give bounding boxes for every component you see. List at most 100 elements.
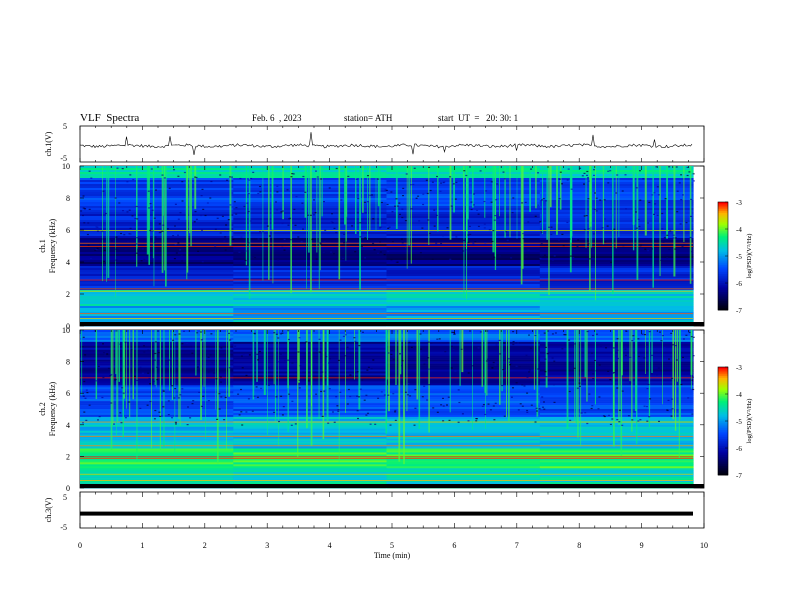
- spectrogram-band: [539, 320, 694, 323]
- sferic: [358, 330, 361, 410]
- sferic: [521, 166, 524, 269]
- spectrogram-noise: [369, 194, 372, 196]
- spectrogram-band: [233, 304, 388, 307]
- spectrogram-band: [386, 246, 541, 249]
- spectrogram-band: [386, 407, 541, 410]
- spectrogram-noise: [83, 411, 86, 413]
- sferic: [577, 330, 579, 438]
- spectrogram-noise: [485, 360, 488, 362]
- spectrogram-noise: [428, 384, 431, 386]
- spectrogram-noise: [343, 233, 346, 235]
- spectrogram-noise: [493, 419, 496, 421]
- spectrogram-noise: [561, 343, 564, 345]
- spectrogram-noise: [568, 390, 571, 393]
- spectrogram-noise: [438, 338, 441, 340]
- spectrogram-noise: [359, 236, 362, 238]
- spectrogram-noise: [224, 396, 227, 399]
- spectrogram-noise: [399, 353, 401, 355]
- spectrogram-noise: [211, 362, 214, 364]
- spectrogram-noise: [177, 234, 179, 236]
- spectrogram-noise: [421, 227, 424, 229]
- spectrogram-noise: [605, 347, 607, 349]
- sferic: [449, 330, 451, 413]
- spectrogram-band: [233, 308, 388, 311]
- spectrogram-noise: [667, 399, 670, 401]
- spectrogram-band: [80, 236, 234, 239]
- spectrogram-noise: [436, 411, 439, 413]
- colorbar-swatch: [718, 424, 728, 427]
- spectrogram-noise: [233, 201, 236, 203]
- spectrogram-noise: [276, 185, 279, 187]
- spectrogram-noise: [578, 250, 581, 252]
- spectrogram-noise: [515, 382, 518, 384]
- spectrogram-noise: [121, 168, 124, 170]
- spectrogram-band: [80, 462, 234, 465]
- spectrogram-noise: [195, 218, 198, 220]
- spectrogram-noise: [129, 174, 132, 176]
- spectrogram-noise: [572, 256, 575, 259]
- spectrogram-band: [539, 296, 694, 299]
- spectrogram-noise: [297, 351, 300, 353]
- sferic: [635, 330, 637, 411]
- spectrogram-band: [539, 228, 694, 231]
- sferic: [316, 166, 318, 253]
- spectrogram-noise: [231, 381, 234, 383]
- spectrogram-noise: [668, 166, 671, 168]
- spectrogram-noise: [333, 227, 336, 229]
- spectrogram-noise: [422, 203, 425, 206]
- spectrogram-noise: [209, 354, 212, 356]
- spectrogram-band: [233, 393, 388, 396]
- spectrogram-band: [386, 286, 541, 289]
- sferic: [155, 330, 157, 388]
- spectrogram-band: [80, 292, 234, 295]
- spectrogram-noise: [656, 214, 659, 216]
- colorbar-swatch: [718, 431, 728, 434]
- spectrogram-band: [386, 238, 541, 241]
- spectrogram-noise: [526, 411, 529, 413]
- spectrogram-band: [80, 375, 234, 378]
- spectrogram-band: [233, 409, 388, 412]
- spectrogram-noise: [223, 419, 226, 421]
- spectrogram-noise: [201, 188, 204, 190]
- spectrogram-band: [233, 385, 388, 388]
- spectrogram-noise: [542, 198, 545, 200]
- spectrogram-noise: [119, 343, 122, 345]
- spectrogram-band: [539, 472, 694, 475]
- spectrogram-band: [80, 248, 234, 251]
- spectrogram-noise: [183, 171, 186, 174]
- spectrogram-noise: [221, 215, 224, 217]
- spectrogram-noise: [688, 171, 691, 173]
- spectrogram-noise: [513, 342, 516, 344]
- spectrogram-noise: [669, 230, 672, 232]
- sferic: [585, 166, 587, 248]
- spectrogram-noise: [316, 176, 319, 178]
- spectrogram-noise: [82, 214, 84, 217]
- spectrogram-band: [539, 206, 694, 209]
- spectrogram-band: [539, 238, 694, 241]
- spectrogram-band: [233, 347, 388, 351]
- spectrogram-noise: [550, 233, 553, 236]
- colorbar-swatch: [718, 203, 728, 206]
- ch3-waveform-ylabel: ch.3(V): [44, 497, 53, 522]
- spectrogram-noise: [154, 409, 157, 412]
- spectrogram-noise: [395, 198, 398, 200]
- spectrogram-band: [539, 210, 694, 213]
- spectrogram-noise: [147, 190, 150, 192]
- spectrogram-noise: [691, 376, 694, 378]
- sferic: [594, 330, 596, 405]
- sferic: [472, 330, 473, 430]
- spectrogram-band: [386, 430, 541, 433]
- spectrogram-band: [539, 412, 694, 416]
- sferic: [112, 330, 114, 425]
- spectrogram-noise: [639, 419, 642, 421]
- spectrogram-noise: [631, 340, 634, 342]
- spectrogram-noise: [259, 231, 261, 233]
- spectrogram-band: [539, 184, 694, 187]
- spectrogram-band: [539, 371, 694, 374]
- spectrogram-noise: [467, 372, 470, 374]
- spectrogram-band: [386, 298, 541, 301]
- spectrogram-noise: [197, 366, 199, 368]
- spectrogram-noise: [616, 174, 619, 176]
- spectrogram-noise: [224, 249, 227, 251]
- spectrogram-noise: [118, 202, 121, 204]
